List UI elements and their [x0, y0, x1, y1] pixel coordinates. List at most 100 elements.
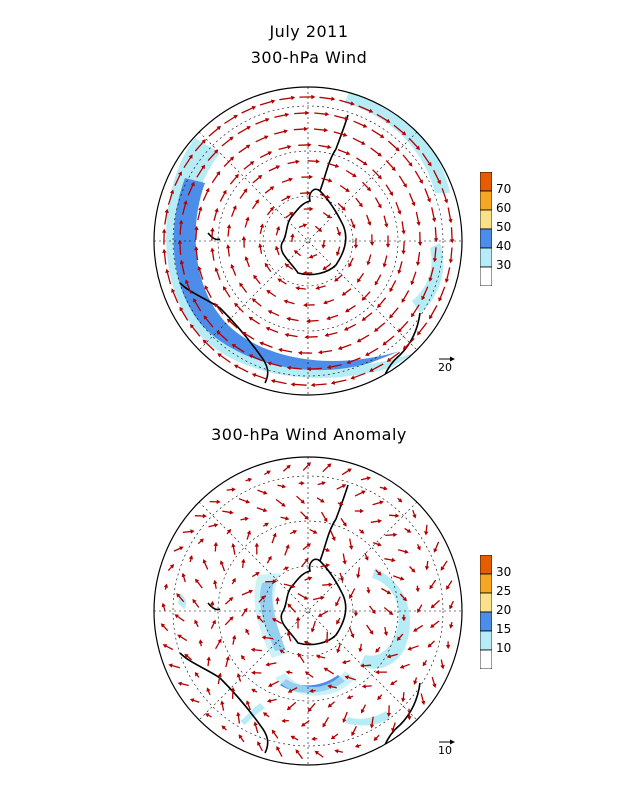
wind-vector-head [286, 365, 291, 371]
wind-vector-head [326, 364, 332, 370]
wind-vector-head [263, 490, 268, 495]
wind-vector [235, 365, 249, 373]
wind-vector-head [361, 684, 366, 689]
wind-vector [333, 131, 346, 136]
wind-vector-head [266, 470, 271, 475]
wind-vector-head [386, 590, 392, 595]
wind-vector-head [253, 274, 258, 280]
wind-vector-head [364, 556, 369, 561]
wind-vector-head [426, 198, 431, 203]
wind-vector-head [344, 116, 349, 121]
wind-vector [223, 157, 234, 167]
wind-vector-head [213, 149, 219, 154]
wind-vector-head [306, 462, 311, 467]
wind-vector [268, 362, 282, 368]
wind-vector-head [242, 331, 247, 336]
wind-vector-head [343, 132, 348, 137]
wind-vector [403, 338, 415, 349]
wind-vector-head [250, 647, 255, 652]
wind-vector-head [254, 199, 259, 204]
wind-vector-head [341, 484, 347, 489]
wind-vector-head [314, 750, 320, 755]
wind-vector [255, 118, 268, 125]
wind-vector-head [256, 615, 262, 620]
wind-vector-head [255, 572, 260, 576]
wind-vector [171, 289, 179, 304]
wind-vector-head [417, 608, 421, 613]
colorbar-swatch [479, 266, 493, 287]
wind-vector [447, 207, 452, 222]
wind-vector-head [206, 656, 211, 661]
wind-vector [414, 170, 423, 183]
wind-vector [198, 267, 204, 280]
wind-vector-head [285, 670, 290, 675]
wind-vector [421, 153, 431, 166]
wind-vector-head [238, 734, 243, 739]
wind-vector [211, 172, 220, 184]
wind-vector [293, 128, 307, 131]
wind-vector-head [251, 373, 257, 378]
wind-vector-head [324, 332, 329, 337]
wind-vector [217, 331, 229, 342]
wind-vector-head [438, 297, 443, 302]
colorbar-swatch [479, 630, 493, 651]
wind-vector-head [421, 295, 426, 301]
colorbar-swatch [479, 649, 493, 670]
wind-vector-head [325, 547, 331, 552]
wind-vector [441, 188, 448, 202]
wind-vector-head [309, 206, 314, 212]
wind-vector-head [422, 661, 427, 667]
wind-vector-head [188, 555, 194, 560]
wind-vector-head [358, 648, 363, 653]
wind-vector-head [400, 576, 405, 581]
wind-vector-head [179, 546, 184, 551]
wind-vector-head [391, 727, 396, 733]
wind-vector-head [222, 286, 227, 291]
wind-vector-head [184, 653, 189, 658]
wind-vector-head [301, 722, 306, 727]
wind-vector-head [307, 707, 312, 713]
colorbar-label: 30 [496, 258, 512, 272]
wind-vector-head [203, 315, 208, 320]
wind-vector-head [246, 530, 251, 535]
wind-vector [164, 210, 168, 225]
wind-vector-head [437, 179, 441, 185]
colorbar-label: 40 [496, 239, 512, 253]
wind-vector-head [323, 517, 328, 523]
colorbar-swatch [479, 171, 493, 192]
wind-vector-head [303, 302, 308, 308]
wind-vector-head [194, 225, 199, 230]
wind-vector-head [377, 519, 382, 524]
wind-vector-head [174, 614, 179, 619]
wind-vector-head [210, 227, 215, 232]
wind-vector [402, 290, 410, 302]
wind-vector-head [260, 595, 266, 600]
wind-vector-head [267, 151, 273, 156]
wind-vector [294, 112, 308, 115]
wind-vector-head [176, 593, 181, 598]
wind-vector-head [285, 516, 290, 521]
wind-vector-head [171, 288, 176, 293]
wind-vector [387, 140, 399, 151]
wind-vector-head [326, 315, 331, 321]
wind-vector-head [311, 94, 316, 100]
wind-vector-head [306, 366, 311, 372]
wind-vector-head [169, 564, 175, 569]
wind-vector-head [449, 624, 454, 629]
wind-vector-head [308, 254, 314, 259]
wind-vector-head [327, 463, 332, 468]
wind-vector-head [247, 477, 253, 483]
wind-vector [383, 335, 395, 345]
wind-vector [195, 247, 199, 261]
wind-vector-head [308, 174, 313, 180]
wind-vector-head [430, 604, 435, 609]
wind-speed-colorbar: 70 60 50 40 30 [479, 171, 511, 290]
wind-vector-head [343, 326, 349, 331]
wind-vector-head [277, 278, 282, 283]
wind-vector-head [295, 159, 300, 164]
wind-vector-head [328, 178, 333, 183]
wind-vector-head [427, 162, 432, 167]
wind-vector-head [286, 705, 292, 711]
wind-vector-head [325, 194, 331, 199]
colorbar-swatches [479, 554, 493, 670]
